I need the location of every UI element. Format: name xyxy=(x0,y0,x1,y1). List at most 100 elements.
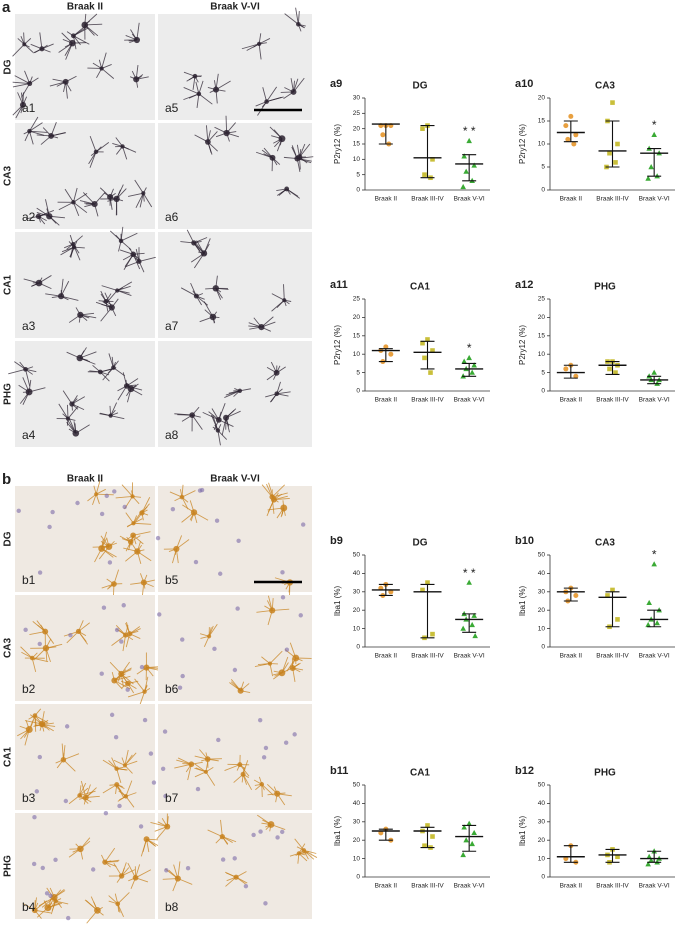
x-tick-label: Braak II xyxy=(375,397,398,404)
nucleus xyxy=(99,511,105,517)
panel-letter: b xyxy=(2,471,11,488)
data-point xyxy=(573,132,579,138)
cell-process xyxy=(266,86,278,102)
cell-body xyxy=(259,782,265,787)
chart-title: CA3 xyxy=(595,538,615,549)
data-point xyxy=(420,587,425,593)
cell-body xyxy=(258,324,265,331)
chart-label: b9 xyxy=(330,535,343,547)
cell-body xyxy=(23,366,28,372)
cell-process xyxy=(89,151,97,168)
cell-body xyxy=(267,821,275,828)
nucleus xyxy=(117,803,122,809)
cell-process xyxy=(212,415,219,431)
y-tick-label: 10 xyxy=(538,141,546,148)
cell-process xyxy=(125,796,135,808)
x-tick-label: Braak II xyxy=(560,397,583,404)
cell-body xyxy=(123,632,129,638)
cell-body xyxy=(204,139,211,145)
row-label: CA1 xyxy=(3,747,14,767)
cell-process xyxy=(135,193,144,209)
cell-process xyxy=(220,819,223,837)
cell-process xyxy=(121,484,133,497)
image-label: b5 xyxy=(165,573,179,587)
cell-process xyxy=(29,131,34,145)
cell-body xyxy=(81,21,89,29)
nucleus xyxy=(292,732,297,737)
row-label: DG xyxy=(3,59,14,74)
y-tick-label: 15 xyxy=(538,118,546,125)
cell-body xyxy=(215,417,222,423)
cell-process xyxy=(242,774,253,791)
cell-process xyxy=(181,490,196,498)
cell-process xyxy=(117,285,131,291)
micrograph xyxy=(8,341,155,447)
y-axis-label: Iba1 (%) xyxy=(333,586,342,617)
nucleus xyxy=(34,789,40,794)
cell-body xyxy=(292,654,300,662)
cell-process xyxy=(134,179,144,194)
cell-body xyxy=(280,504,288,512)
y-tick-label: 0 xyxy=(356,644,360,651)
cell-process xyxy=(102,367,114,381)
y-tick-label: 20 xyxy=(353,314,361,321)
data-point xyxy=(648,164,654,170)
cell-body xyxy=(125,680,131,687)
cell-process xyxy=(20,646,33,659)
image-label: a6 xyxy=(165,210,179,224)
x-tick-label: Braak II xyxy=(375,196,398,203)
error-bar xyxy=(563,120,578,143)
cell-process xyxy=(113,367,126,377)
nucleus xyxy=(148,751,154,756)
cell-process xyxy=(29,122,43,132)
y-tick-label: 5 xyxy=(541,369,545,376)
cell-body xyxy=(76,354,84,362)
data-point xyxy=(573,373,579,379)
cell-body xyxy=(233,874,239,880)
cell-process xyxy=(116,768,122,784)
chart-title: CA3 xyxy=(595,81,615,92)
cell-process xyxy=(208,624,218,637)
x-tick-label: Braak V-VI xyxy=(639,196,670,203)
nucleus xyxy=(47,524,52,530)
cell-process xyxy=(194,763,207,773)
cell-process xyxy=(12,81,30,85)
cell-process xyxy=(101,52,107,69)
y-tick-label: 25 xyxy=(353,110,361,117)
nucleus xyxy=(99,671,104,676)
micrograph xyxy=(15,595,164,707)
cell-process xyxy=(70,243,74,258)
cell-body xyxy=(196,91,202,97)
chart-label: a12 xyxy=(515,279,533,291)
cell-process xyxy=(271,484,286,498)
cell-body xyxy=(219,834,225,840)
data-point xyxy=(607,366,612,372)
cell-body xyxy=(71,33,76,39)
cell-process xyxy=(262,87,268,102)
nucleus xyxy=(109,712,115,718)
cell-process xyxy=(196,93,200,109)
chart-title: CA1 xyxy=(410,768,430,779)
cell-process xyxy=(101,68,115,79)
data-point xyxy=(466,820,472,826)
nucleus xyxy=(37,570,43,575)
cell-body xyxy=(32,713,38,718)
nucleus xyxy=(232,667,238,673)
cell-process xyxy=(34,715,46,729)
data-point xyxy=(469,840,475,847)
nucleus xyxy=(107,560,113,565)
cell-process xyxy=(261,783,274,796)
cell-body xyxy=(77,793,82,798)
cell-process xyxy=(64,188,74,203)
data-point xyxy=(425,337,430,342)
cell-process xyxy=(221,417,227,436)
cell-process xyxy=(133,509,144,524)
cell-body xyxy=(60,757,67,763)
cell-process xyxy=(107,290,118,302)
nucleus xyxy=(218,571,223,576)
y-tick-label: 30 xyxy=(353,589,361,596)
cell-body xyxy=(111,581,117,587)
data-point xyxy=(471,362,477,368)
y-tick-label: 20 xyxy=(353,837,361,844)
data-point xyxy=(613,160,618,165)
